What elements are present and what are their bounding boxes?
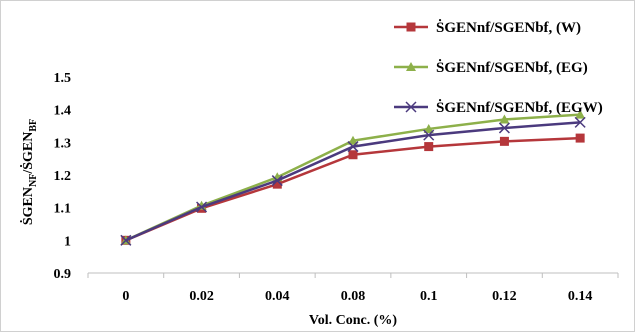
x-tick-label: 0.04	[265, 289, 290, 304]
y-axis-title-text: ṠGENNF/ṠGENBF	[19, 119, 39, 225]
x-tick-marks	[87, 273, 619, 278]
x-axis-title: Vol. Conc. (%)	[309, 313, 397, 328]
x-marker-stroke	[423, 129, 435, 141]
data-point	[498, 122, 510, 134]
data-point	[423, 123, 434, 133]
y-tick-label: 1.5	[54, 71, 72, 86]
y-tick-label: 1.4	[54, 104, 72, 119]
data-point	[347, 141, 359, 153]
x-tick-label: 0.02	[189, 289, 214, 304]
legend-marker	[406, 22, 416, 32]
data-point	[348, 135, 358, 145]
y-axis-title-sub2: BF	[28, 119, 39, 132]
data-point	[575, 109, 586, 119]
x-marker-stroke	[347, 141, 359, 153]
x-marker-stroke	[271, 175, 283, 187]
legend-label: ṠGENnf/SGENbf, (EGW)	[436, 99, 603, 116]
x-tick-label: 0.1	[420, 289, 438, 304]
x-marker-stroke	[574, 116, 586, 128]
legend-item: ṠGENnf/SGENbf, (EG)	[394, 59, 588, 76]
y-tick-label: 1	[64, 234, 71, 249]
y-tick-label: 1.3	[54, 136, 72, 151]
x-marker-stroke	[405, 101, 417, 113]
y-axis-title-part2: /ṠGEN	[19, 132, 36, 175]
data-point	[423, 129, 435, 141]
legend-label: ṠGENnf/SGENbf, (EG)	[436, 59, 588, 76]
y-axis-title: ṠGENNF/ṠGENBF	[19, 119, 39, 225]
data-point	[271, 175, 283, 187]
x-marker-stroke	[498, 122, 510, 134]
data-point	[575, 133, 585, 143]
data-point	[348, 150, 358, 160]
x-marker-stroke	[120, 234, 132, 246]
legend: ṠGENnf/SGENbf, (W) ṠGENnf/SGENbf, (EG) ṠGE…	[394, 19, 603, 116]
data-point	[120, 234, 132, 246]
legend-label: ṠGENnf/SGENbf, (W)	[436, 19, 581, 36]
x-tick-label: 0.08	[341, 289, 366, 304]
legend-item: ṠGENnf/SGENbf, (W)	[394, 19, 581, 36]
y-tick-labels: 0.9 1 1.1 1.2 1.3 1.4 1.5	[54, 71, 72, 282]
data-point	[196, 201, 208, 213]
legend-item: ṠGENnf/SGENbf, (EGW)	[394, 99, 603, 116]
y-tick-label: 0.9	[54, 267, 72, 282]
y-axis-title-sub1: NF	[28, 174, 39, 187]
x-tick-label: 0.14	[568, 289, 593, 304]
data-point	[499, 114, 510, 124]
y-axis-title-part1: ṠGEN	[19, 187, 36, 225]
legend-marker	[406, 62, 416, 71]
legend-marker	[405, 101, 417, 113]
data-point	[574, 116, 586, 128]
x-tick-label: 0	[122, 289, 129, 304]
data-point	[499, 136, 509, 146]
series-layer	[120, 109, 586, 246]
x-tick-labels: 0 0.02 0.04 0.08 0.1 0.12 0.14	[122, 289, 592, 304]
series-x	[120, 116, 586, 246]
x-tick-label: 0.12	[492, 289, 517, 304]
data-point	[424, 142, 434, 152]
x-marker-stroke	[196, 201, 208, 213]
y-tick-label: 1.1	[54, 202, 72, 217]
y-tick-label: 1.2	[54, 169, 72, 184]
